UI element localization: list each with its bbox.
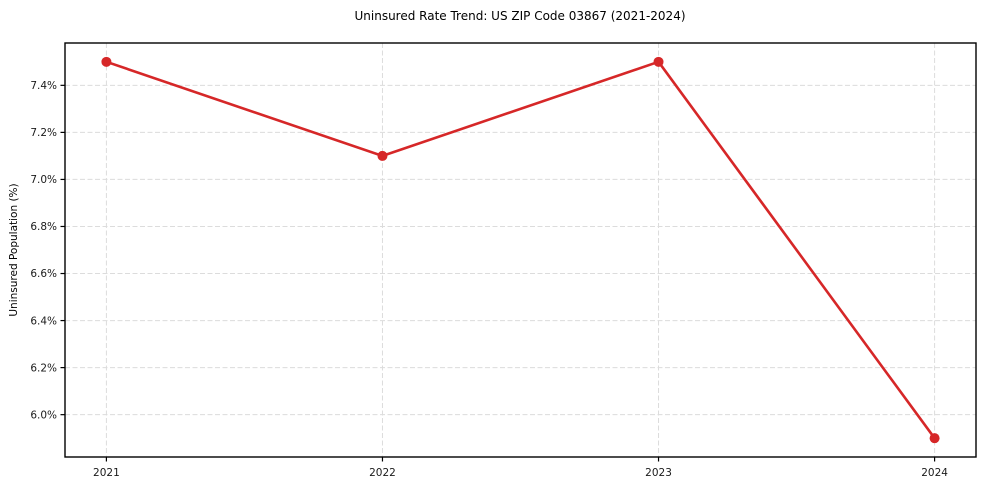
x-tick-label: 2023 (645, 467, 672, 479)
y-tick-label: 6.8% (30, 221, 57, 233)
data-point-marker (377, 150, 388, 161)
plot-border (64, 42, 977, 458)
chart-title: Uninsured Rate Trend: US ZIP Code 03867 … (354, 9, 686, 23)
line-series (105, 60, 936, 440)
data-point-marker (929, 433, 940, 444)
y-tick-label: 7.0% (30, 174, 57, 186)
y-tick-label: 7.4% (30, 80, 57, 92)
y-tick-label: 7.2% (30, 127, 57, 139)
y-tick-label: 6.4% (30, 315, 57, 327)
x-tick-label: 2024 (921, 467, 948, 479)
y-tick-label: 6.6% (30, 268, 57, 280)
y-axis-label: Uninsured Population (%) (8, 183, 20, 317)
y-tick-label: 6.2% (30, 362, 57, 374)
y-tick-label: 6.0% (30, 409, 57, 421)
x-tick-label: 2021 (93, 467, 120, 479)
data-point-marker (653, 56, 664, 67)
x-tick-label: 2022 (369, 467, 396, 479)
data-point-marker (101, 56, 112, 67)
